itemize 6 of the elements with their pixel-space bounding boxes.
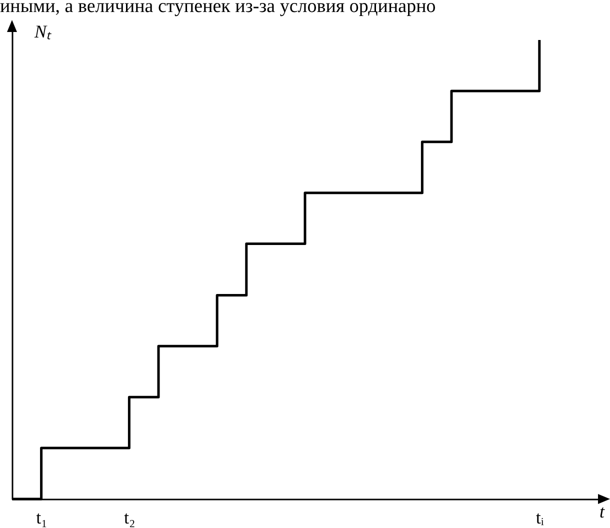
y-axis-title: Nₜ (34, 22, 52, 42)
x-tick-label: t₁ (36, 508, 48, 528)
x-tick-label: tᵢ (536, 508, 544, 528)
text: иными, а величина ступенек из-за условия ординарно (0, 0, 437, 18)
x-axis-title: t (599, 502, 606, 522)
x-tick-label: t₂ (124, 508, 136, 528)
